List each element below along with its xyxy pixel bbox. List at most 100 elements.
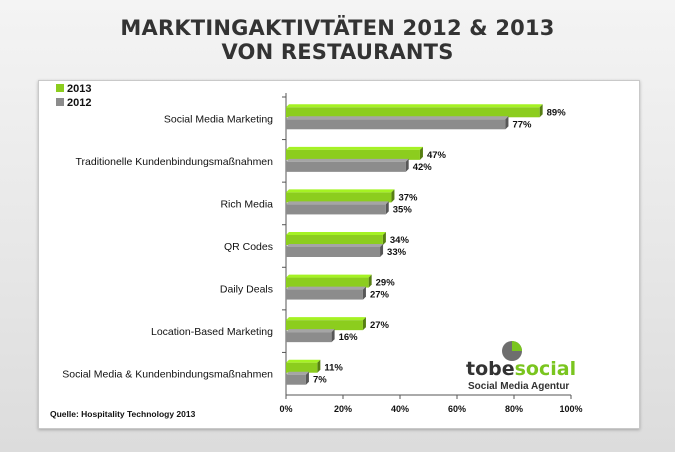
x-tick-label: 40% bbox=[391, 404, 409, 414]
value-label: 42% bbox=[413, 162, 433, 173]
bar-2012 bbox=[286, 201, 389, 215]
value-label: 37% bbox=[398, 192, 418, 203]
x-tick-label: 60% bbox=[448, 404, 466, 414]
bar-side-face bbox=[305, 371, 309, 385]
value-label: 16% bbox=[339, 332, 359, 343]
bar-2012 bbox=[286, 244, 384, 257]
bar-side-face bbox=[405, 158, 409, 172]
bar-2012 bbox=[286, 158, 409, 172]
bar-2013 bbox=[286, 317, 366, 331]
logo-ball-accent bbox=[512, 341, 522, 351]
logo-tagline: Social Media Agentur bbox=[468, 381, 569, 392]
bar-front bbox=[286, 161, 406, 172]
bar-side-face bbox=[331, 329, 335, 343]
category-label: Rich Media bbox=[220, 198, 273, 210]
bar-top-face bbox=[286, 232, 386, 235]
category-label: Location-Based Marketing bbox=[151, 326, 273, 338]
bar-side-face bbox=[391, 189, 395, 203]
source-note: Quelle: Hospitality Technology 2013 bbox=[50, 409, 196, 419]
bar-front bbox=[286, 362, 318, 373]
bar-2012 bbox=[286, 371, 309, 385]
bar-front bbox=[286, 204, 386, 215]
bar-top-face bbox=[286, 286, 366, 290]
bar-side-face bbox=[419, 146, 423, 160]
bar-top-face bbox=[286, 244, 384, 247]
bar-top-face bbox=[286, 317, 366, 321]
value-label: 7% bbox=[313, 375, 327, 386]
bar-top-face bbox=[286, 104, 543, 108]
bar-top-face bbox=[286, 201, 389, 205]
category-label: Traditionelle Kundenbindungsmaßnahmen bbox=[76, 156, 274, 168]
bar-side-face bbox=[362, 286, 366, 300]
bar-front bbox=[286, 332, 332, 343]
bar-front bbox=[286, 107, 540, 118]
value-label: 27% bbox=[370, 290, 390, 301]
bar-side-face bbox=[317, 359, 321, 373]
bar-front bbox=[286, 192, 392, 203]
bar-front bbox=[286, 235, 383, 245]
bar-front bbox=[286, 149, 420, 160]
title-line-2: VON RESTAURANTS bbox=[221, 40, 454, 64]
bar-front bbox=[286, 119, 506, 130]
value-label: 77% bbox=[512, 119, 532, 130]
value-label: 29% bbox=[376, 278, 396, 289]
value-label: 35% bbox=[393, 204, 413, 215]
bar-front bbox=[286, 247, 381, 257]
category-label: QR Codes bbox=[224, 241, 273, 253]
category-label: Social Media & Kundenbindungsmaßnahmen bbox=[62, 369, 273, 381]
chart-title: MARKTINGAKTIVTÄTEN 2012 & 2013 VON RESTA… bbox=[0, 16, 675, 64]
bar-2012 bbox=[286, 116, 509, 130]
bar-top-face bbox=[286, 189, 395, 193]
bar-side-face bbox=[539, 104, 543, 118]
logo-wordmark: tobesocial bbox=[466, 358, 576, 380]
bar-front bbox=[286, 374, 306, 385]
bar-top-face bbox=[286, 274, 372, 278]
bar-2013 bbox=[286, 104, 543, 118]
bar-2013 bbox=[286, 146, 423, 160]
value-label: 89% bbox=[547, 107, 567, 118]
bar-side-face bbox=[385, 201, 389, 215]
bar-front bbox=[286, 289, 363, 300]
bar-top-face bbox=[286, 158, 409, 162]
bar-front bbox=[286, 277, 369, 288]
bar-side-face bbox=[505, 116, 509, 130]
x-tick-label: 80% bbox=[505, 404, 523, 414]
bar-side-face bbox=[380, 244, 384, 257]
bar-top-face bbox=[286, 371, 309, 375]
value-label: 27% bbox=[370, 320, 390, 331]
legend: 2013 2012 bbox=[56, 83, 91, 109]
value-label: 47% bbox=[427, 150, 447, 161]
bar-2012 bbox=[286, 329, 335, 343]
bar-front bbox=[286, 320, 363, 331]
logo: tobesocial Social Media Agentur bbox=[466, 341, 576, 392]
category-label: Social Media Marketing bbox=[164, 113, 273, 125]
value-label: 33% bbox=[387, 247, 407, 258]
title-line-1: MARKTINGAKTIVTÄTEN 2012 & 2013 bbox=[120, 16, 555, 40]
bar-2013 bbox=[286, 232, 386, 245]
value-label: 11% bbox=[324, 363, 343, 374]
logo-part-1: tobe bbox=[466, 358, 515, 380]
bar-top-face bbox=[286, 329, 335, 333]
x-tick-label: 0% bbox=[279, 404, 292, 414]
legend-label-2012: 2012 bbox=[67, 97, 91, 109]
bar-2012 bbox=[286, 286, 366, 300]
logo-part-2: social bbox=[515, 358, 576, 380]
bar-side-face bbox=[382, 232, 386, 245]
bar-2013 bbox=[286, 189, 395, 203]
legend-swatch-2013 bbox=[56, 84, 64, 92]
bar-side-face bbox=[368, 274, 372, 288]
bar-top-face bbox=[286, 359, 321, 363]
legend-label-2013: 2013 bbox=[67, 83, 91, 95]
bar-2013 bbox=[286, 359, 321, 373]
bar-side-face bbox=[362, 317, 366, 331]
axis-layer: 0% 20% 40% 60% 80% 100% Social Media Marketing… bbox=[62, 93, 583, 414]
category-label: Daily Deals bbox=[220, 284, 273, 296]
bar-layer: 89%77%47%42%37%35%34%33%29%27%27%16%11%7… bbox=[286, 104, 567, 386]
x-tick-label: 20% bbox=[334, 404, 352, 414]
value-label: 34% bbox=[390, 235, 410, 246]
legend-swatch-2012 bbox=[56, 98, 64, 106]
bar-top-face bbox=[286, 116, 509, 120]
bar-2013 bbox=[286, 274, 372, 288]
bar-top-face bbox=[286, 146, 423, 150]
